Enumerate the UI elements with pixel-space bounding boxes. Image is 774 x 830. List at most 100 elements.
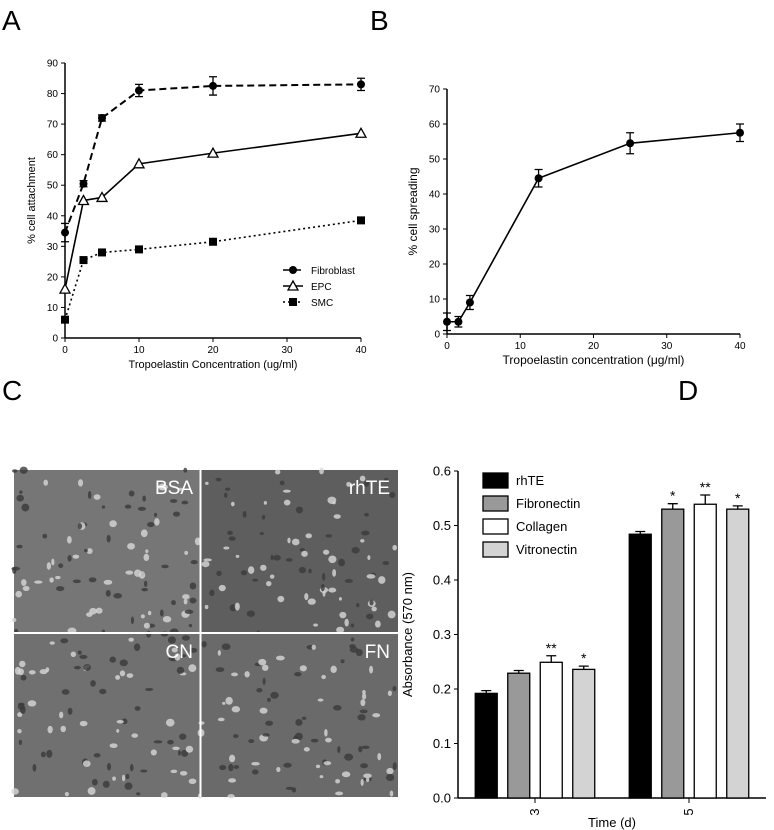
cell <box>165 718 175 727</box>
bar <box>474 692 498 799</box>
cell <box>263 501 267 505</box>
cell <box>209 589 215 597</box>
cell <box>227 794 235 799</box>
cell <box>105 590 111 597</box>
cell <box>387 690 392 697</box>
cell <box>248 739 255 744</box>
y-tick-label: 20 <box>47 272 59 283</box>
legend-label: rhTE <box>516 473 545 488</box>
cell <box>349 646 359 653</box>
cell <box>140 614 145 619</box>
y-tick-label: 0.2 <box>433 682 451 697</box>
cell <box>321 674 326 680</box>
cell <box>16 544 23 549</box>
cell <box>181 654 187 658</box>
legend-marker <box>286 279 300 291</box>
cell <box>22 585 30 592</box>
cell <box>127 542 135 550</box>
cell <box>106 534 111 543</box>
cell <box>215 477 222 482</box>
cell <box>134 706 141 711</box>
cell <box>336 626 345 634</box>
cell <box>335 791 344 796</box>
legend-swatch <box>482 541 509 558</box>
cell <box>116 729 120 733</box>
cell <box>332 501 336 505</box>
significance-label: * <box>735 490 741 506</box>
cell <box>325 737 332 743</box>
cell <box>17 712 23 718</box>
cell <box>119 659 128 667</box>
cell <box>265 580 272 587</box>
cell <box>325 534 333 538</box>
cell <box>131 733 139 738</box>
y-tick-label: 40 <box>429 190 441 201</box>
cell <box>231 672 239 677</box>
cell <box>260 564 267 571</box>
cell <box>360 699 366 707</box>
cell <box>183 467 188 473</box>
cell <box>259 532 264 536</box>
cell <box>16 494 24 502</box>
cell <box>287 537 291 544</box>
cell <box>261 664 269 671</box>
cell <box>362 693 367 700</box>
cell <box>224 492 228 498</box>
cell <box>51 558 55 566</box>
cell <box>277 595 285 603</box>
cell <box>92 778 98 786</box>
marker <box>61 315 69 324</box>
cell <box>134 569 142 577</box>
cell <box>275 655 285 661</box>
cell <box>89 607 97 615</box>
cell <box>356 603 360 608</box>
legend-label: EPC <box>311 282 332 293</box>
cell <box>244 671 250 678</box>
cell <box>313 623 318 627</box>
cell <box>147 522 155 528</box>
cell <box>66 535 72 544</box>
cell <box>87 787 96 795</box>
cell <box>224 487 231 491</box>
cell <box>42 533 48 539</box>
cell <box>322 549 330 555</box>
cell <box>234 602 240 611</box>
marker <box>209 237 217 246</box>
cell <box>87 491 92 500</box>
cell <box>11 788 19 795</box>
cell <box>20 706 26 714</box>
y-tick-label: 30 <box>47 242 59 253</box>
bar <box>507 672 531 799</box>
bar <box>693 503 717 799</box>
cell <box>369 599 374 606</box>
bar <box>661 508 685 799</box>
cell <box>333 514 341 519</box>
cell <box>140 769 148 773</box>
y-tick-label: 10 <box>47 303 59 314</box>
cell <box>188 623 193 628</box>
cell <box>317 698 324 702</box>
cell <box>83 664 91 671</box>
cell <box>171 647 178 653</box>
cell <box>140 529 148 538</box>
cell <box>88 577 97 583</box>
cell <box>324 728 328 737</box>
cell <box>282 489 291 493</box>
cell <box>344 753 354 761</box>
cell <box>377 752 382 761</box>
y-tick-label: 0 <box>434 330 440 341</box>
cell <box>55 575 61 580</box>
cell <box>181 749 189 757</box>
cell <box>133 643 141 651</box>
y-tick-label: 0.3 <box>433 627 451 642</box>
cell <box>153 740 163 744</box>
cell <box>27 700 37 707</box>
cell <box>344 579 353 583</box>
cell <box>362 690 366 695</box>
cell <box>70 651 77 658</box>
cell <box>291 538 300 546</box>
cell <box>177 487 184 491</box>
cell <box>154 518 160 526</box>
cell <box>367 555 371 561</box>
cell <box>40 751 46 758</box>
